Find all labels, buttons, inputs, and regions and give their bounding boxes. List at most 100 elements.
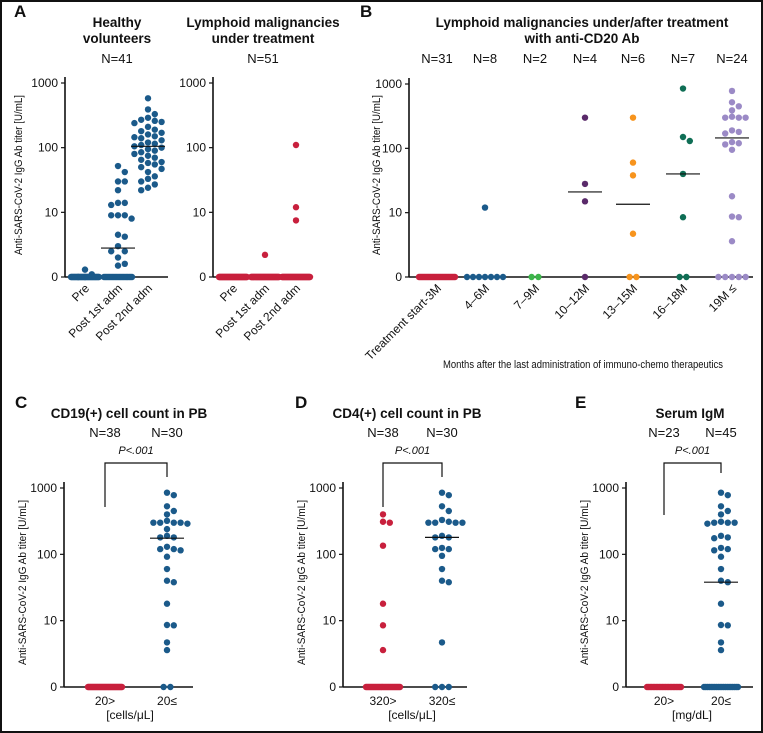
data-point — [735, 273, 742, 281]
y-axis-label: Anti-SARS-CoV-2 IgG Ab titer [U/mL] — [17, 500, 29, 665]
n-label: N=2 — [523, 51, 547, 66]
data-point — [138, 178, 145, 185]
data-point — [711, 519, 718, 526]
data-point — [114, 212, 122, 219]
data-point — [138, 127, 145, 135]
y-tick-label: 1000 — [592, 481, 619, 495]
data-point — [728, 273, 736, 281]
panel-letter: B — [360, 2, 372, 21]
data-point — [734, 683, 742, 691]
data-point — [438, 552, 446, 560]
y-tick-label: 1000 — [31, 76, 58, 90]
data-point — [170, 507, 177, 515]
panel-title: Lymphoid malignancies under/after treatm… — [436, 15, 729, 30]
data-point — [114, 178, 122, 185]
data-point — [158, 129, 165, 136]
series-0 — [84, 683, 126, 691]
data-point — [581, 114, 589, 121]
n-label: N=8 — [473, 51, 497, 66]
data-point — [306, 273, 314, 281]
data-point — [163, 600, 171, 607]
data-point — [481, 273, 489, 281]
data-point — [396, 683, 404, 691]
y-tick-label: 100 — [37, 547, 57, 561]
data-point — [292, 217, 300, 224]
data-point — [163, 621, 171, 629]
y-tick-label: 10 — [44, 614, 58, 628]
p-value: P<.001 — [395, 445, 430, 457]
n-label: N=23 — [648, 425, 679, 440]
y-tick-label: 0 — [612, 680, 619, 694]
data-point — [432, 519, 439, 526]
data-point — [138, 186, 145, 194]
data-point — [131, 119, 138, 127]
y-tick-label: 0 — [50, 680, 57, 694]
data-point — [144, 175, 152, 183]
y-tick-label: 1000 — [179, 76, 206, 90]
significance-bracket — [104, 462, 168, 507]
data-point — [386, 519, 393, 526]
x-tick-label: 19M ≤ — [706, 281, 740, 315]
data-point — [128, 215, 135, 222]
data-point — [432, 545, 439, 553]
data-point — [452, 519, 459, 526]
data-point — [731, 519, 738, 526]
data-point — [728, 193, 736, 200]
data-point — [170, 622, 177, 629]
data-point — [150, 519, 157, 526]
data-point — [121, 248, 128, 255]
data-point — [445, 507, 452, 515]
x-tick-label: 20≤ — [157, 694, 177, 708]
data-point — [438, 503, 446, 510]
data-point — [735, 103, 742, 110]
data-point — [711, 535, 718, 542]
data-point — [722, 130, 729, 137]
series-0 — [643, 683, 685, 691]
panel-letter: E — [575, 393, 586, 412]
panel-letter: A — [14, 2, 26, 21]
x-tick-label: 7–9M — [511, 281, 542, 312]
data-point — [157, 519, 164, 526]
series-0 — [215, 273, 251, 281]
data-point — [717, 532, 725, 540]
series-1 — [100, 162, 136, 281]
x-tick-label: 320≤ — [429, 694, 456, 708]
data-point — [629, 172, 637, 179]
data-point — [679, 85, 687, 92]
y-tick-label: 10 — [323, 614, 337, 628]
y-tick-label: 1000 — [375, 77, 402, 91]
x-axis-label: Months after the last administration of … — [443, 359, 723, 371]
series-5 — [666, 85, 700, 281]
data-point — [742, 273, 749, 281]
data-point — [144, 184, 152, 191]
data-point — [138, 141, 145, 149]
data-point — [157, 534, 164, 541]
data-point — [717, 577, 725, 584]
data-point — [451, 273, 459, 281]
data-point — [724, 491, 731, 499]
data-point — [151, 117, 158, 125]
data-point — [724, 622, 731, 629]
data-point — [728, 238, 736, 245]
data-point — [735, 140, 742, 147]
n-label: N=7 — [671, 51, 695, 66]
data-point — [445, 491, 452, 499]
y-tick-label: 0 — [51, 270, 58, 284]
data-point — [717, 489, 725, 496]
data-point — [469, 273, 477, 281]
x-axis-label: [mg/dL] — [672, 708, 712, 722]
data-point — [379, 518, 387, 525]
series-1 — [700, 489, 742, 691]
n-label: N=4 — [573, 51, 597, 66]
data-point — [151, 154, 158, 161]
data-point — [157, 545, 164, 553]
data-point — [163, 511, 171, 518]
data-point — [114, 254, 122, 261]
data-point — [717, 518, 725, 525]
data-point — [144, 106, 152, 113]
data-point — [108, 212, 115, 219]
series-0 — [67, 266, 103, 281]
data-point — [108, 201, 115, 209]
n-label: N=45 — [705, 425, 736, 440]
